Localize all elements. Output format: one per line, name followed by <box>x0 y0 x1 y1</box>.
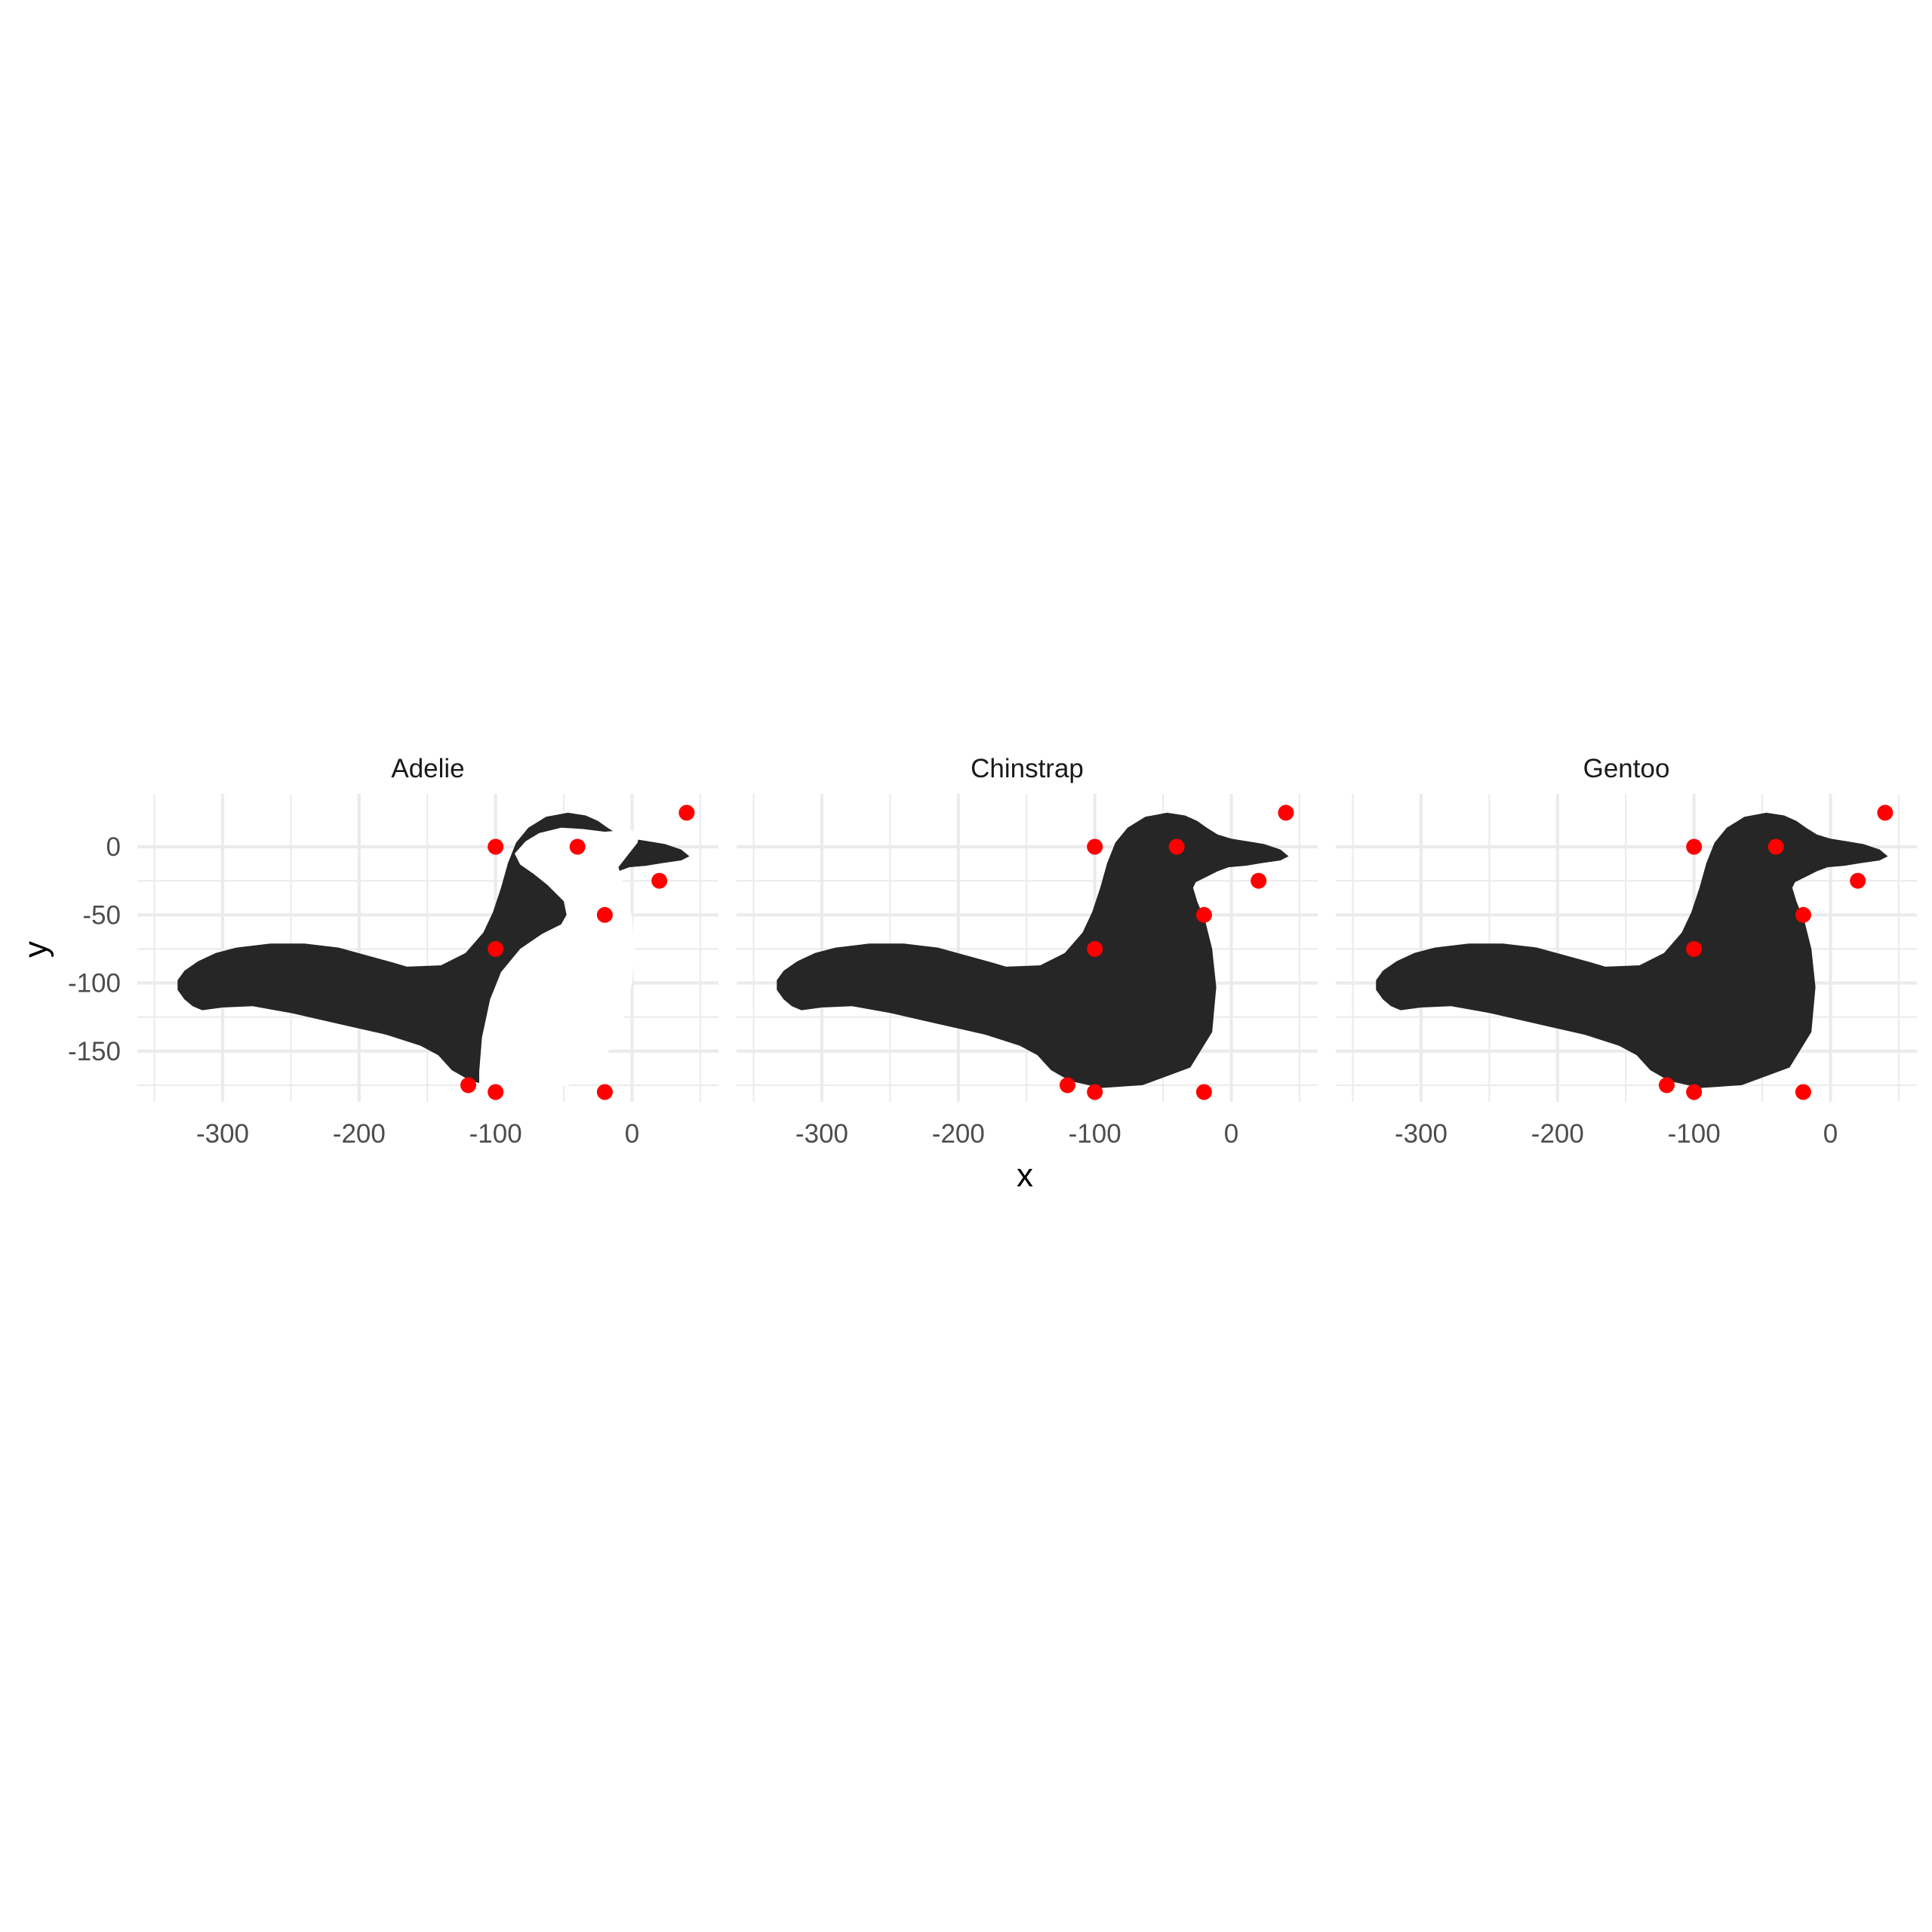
data-point <box>488 838 504 855</box>
data-point <box>596 906 613 923</box>
x-tick-label: 0 <box>1823 1119 1838 1149</box>
penguin-silhouette <box>1376 812 1888 1088</box>
x-tick-label: -300 <box>795 1119 848 1149</box>
x-axis-title: x <box>1017 1157 1033 1194</box>
data-point <box>651 872 668 889</box>
data-point <box>1686 838 1703 855</box>
x-tick-label: -300 <box>1395 1119 1447 1149</box>
facet-strip-label: Adelie <box>391 754 464 783</box>
data-point <box>1195 1084 1212 1100</box>
x-tick-label: -100 <box>469 1119 522 1149</box>
x-tick-label: 0 <box>1224 1119 1238 1149</box>
data-point <box>1659 1077 1675 1094</box>
x-tick-label: -100 <box>1668 1119 1721 1149</box>
x-tick-label: -100 <box>1069 1119 1121 1149</box>
data-point <box>1251 872 1267 889</box>
data-point <box>1087 838 1103 855</box>
x-tick-label: -300 <box>196 1119 249 1149</box>
panels-layer: Adelie -300 -200 -100 0 Chinstrap -300 -200 -100… <box>68 754 1917 1149</box>
x-tick-label: -200 <box>1531 1119 1584 1149</box>
penguin-belly-patch <box>479 827 639 1092</box>
data-point <box>1686 1084 1703 1100</box>
penguin-silhouette <box>777 812 1289 1088</box>
data-point <box>678 804 695 821</box>
data-point <box>1795 906 1811 923</box>
data-point <box>1686 940 1703 957</box>
facet-panel-gentoo: Gentoo -300 -200 -100 0 <box>1336 754 1917 1149</box>
data-point <box>488 1084 504 1100</box>
data-point <box>1795 1084 1811 1100</box>
data-point <box>1087 1084 1103 1100</box>
data-point <box>488 940 504 957</box>
data-point <box>1060 1077 1075 1094</box>
y-tick-label: -150 <box>68 1037 121 1066</box>
y-tick-label: -50 <box>82 900 121 930</box>
x-tick-label: -200 <box>333 1119 386 1149</box>
x-tick-label: 0 <box>625 1119 639 1149</box>
data-point <box>1168 838 1185 855</box>
y-axis-title: y <box>17 941 54 958</box>
x-tick-label: -200 <box>932 1119 985 1149</box>
facet-panel-adelie: Adelie -300 -200 -100 0 <box>137 754 718 1149</box>
data-point <box>1850 872 1866 889</box>
data-point <box>1278 804 1294 821</box>
data-point <box>596 1084 613 1100</box>
data-point <box>569 838 586 855</box>
data-point <box>460 1077 476 1094</box>
data-point <box>1195 906 1212 923</box>
y-tick-label: 0 <box>106 832 121 862</box>
facet-panel-chinstrap: Chinstrap -300 -200 -100 0 <box>737 754 1318 1149</box>
facet-strip-label: Gentoo <box>1583 754 1670 783</box>
data-point <box>1087 940 1103 957</box>
data-point <box>1877 804 1894 821</box>
facet-strip-label: Chinstrap <box>971 754 1084 783</box>
y-tick-label: -100 <box>68 969 121 998</box>
data-point <box>1767 838 1784 855</box>
